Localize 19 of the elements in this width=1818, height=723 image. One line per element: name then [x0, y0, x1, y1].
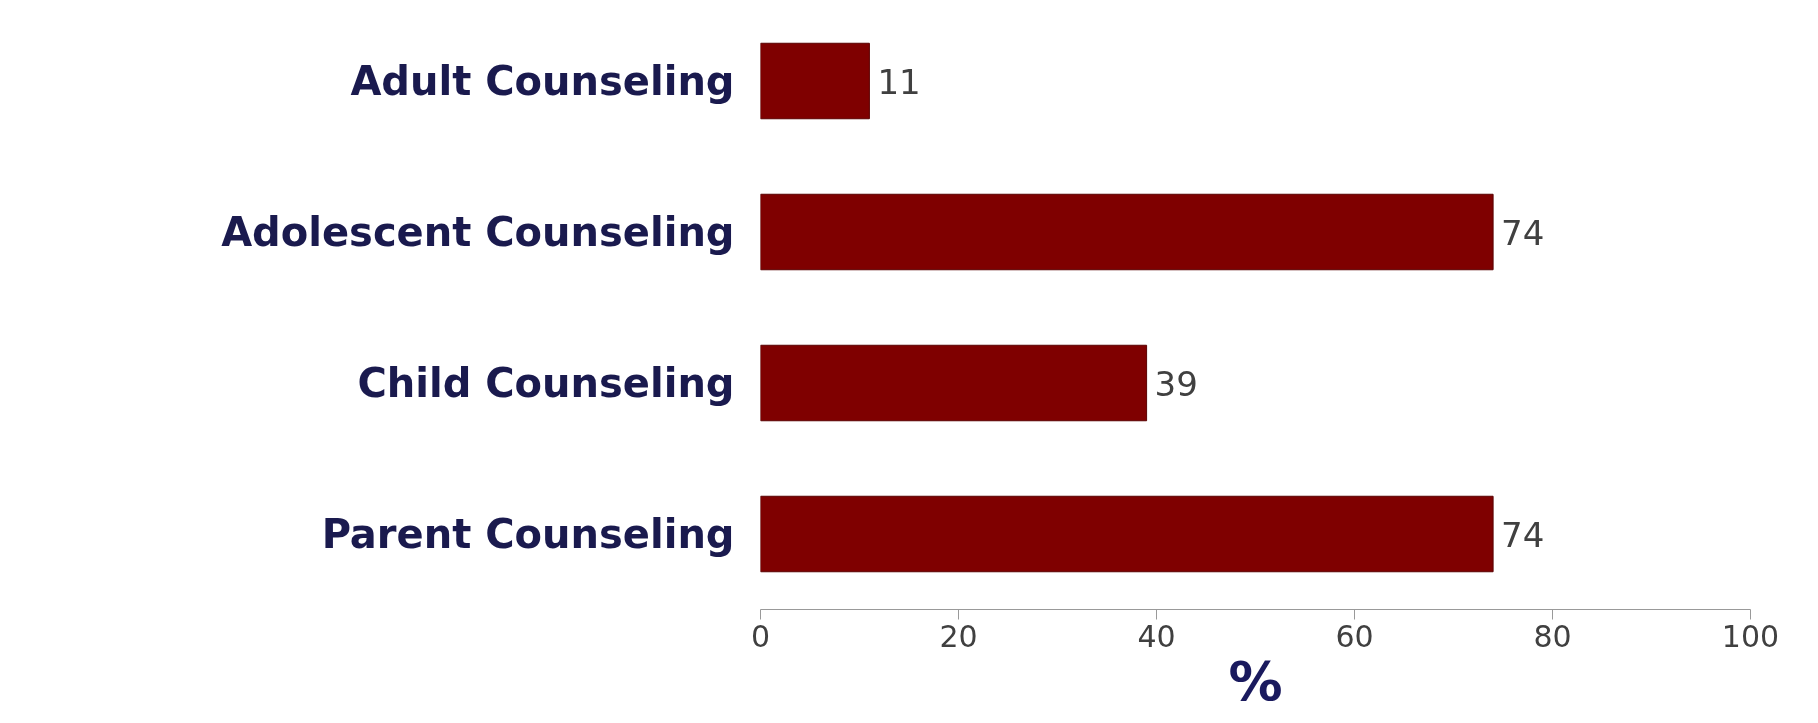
bar	[760, 495, 1494, 573]
y-tick-label: Adolescent Counseling	[221, 209, 735, 255]
data-label: 39	[1154, 363, 1198, 404]
x-tick-label: 40	[1137, 618, 1176, 654]
x-tick-label: 20	[939, 618, 978, 654]
y-tick-label: Child Counseling	[357, 360, 735, 406]
x-tick-label: 80	[1533, 618, 1572, 654]
data-label: 74	[1501, 212, 1545, 253]
y-tick-label: Adult Counseling	[350, 58, 735, 104]
y-tick-label: Parent Counseling	[321, 511, 735, 557]
bar	[760, 344, 1148, 422]
x-tick-label: 0	[750, 618, 771, 654]
bar	[760, 193, 1494, 271]
bar	[760, 42, 870, 120]
x-tick-label: 60	[1335, 618, 1374, 654]
data-label: 11	[877, 61, 921, 102]
x-tick-label: 100	[1721, 618, 1780, 654]
data-label: 74	[1501, 514, 1545, 555]
x-axis-title: %	[1228, 649, 1283, 713]
